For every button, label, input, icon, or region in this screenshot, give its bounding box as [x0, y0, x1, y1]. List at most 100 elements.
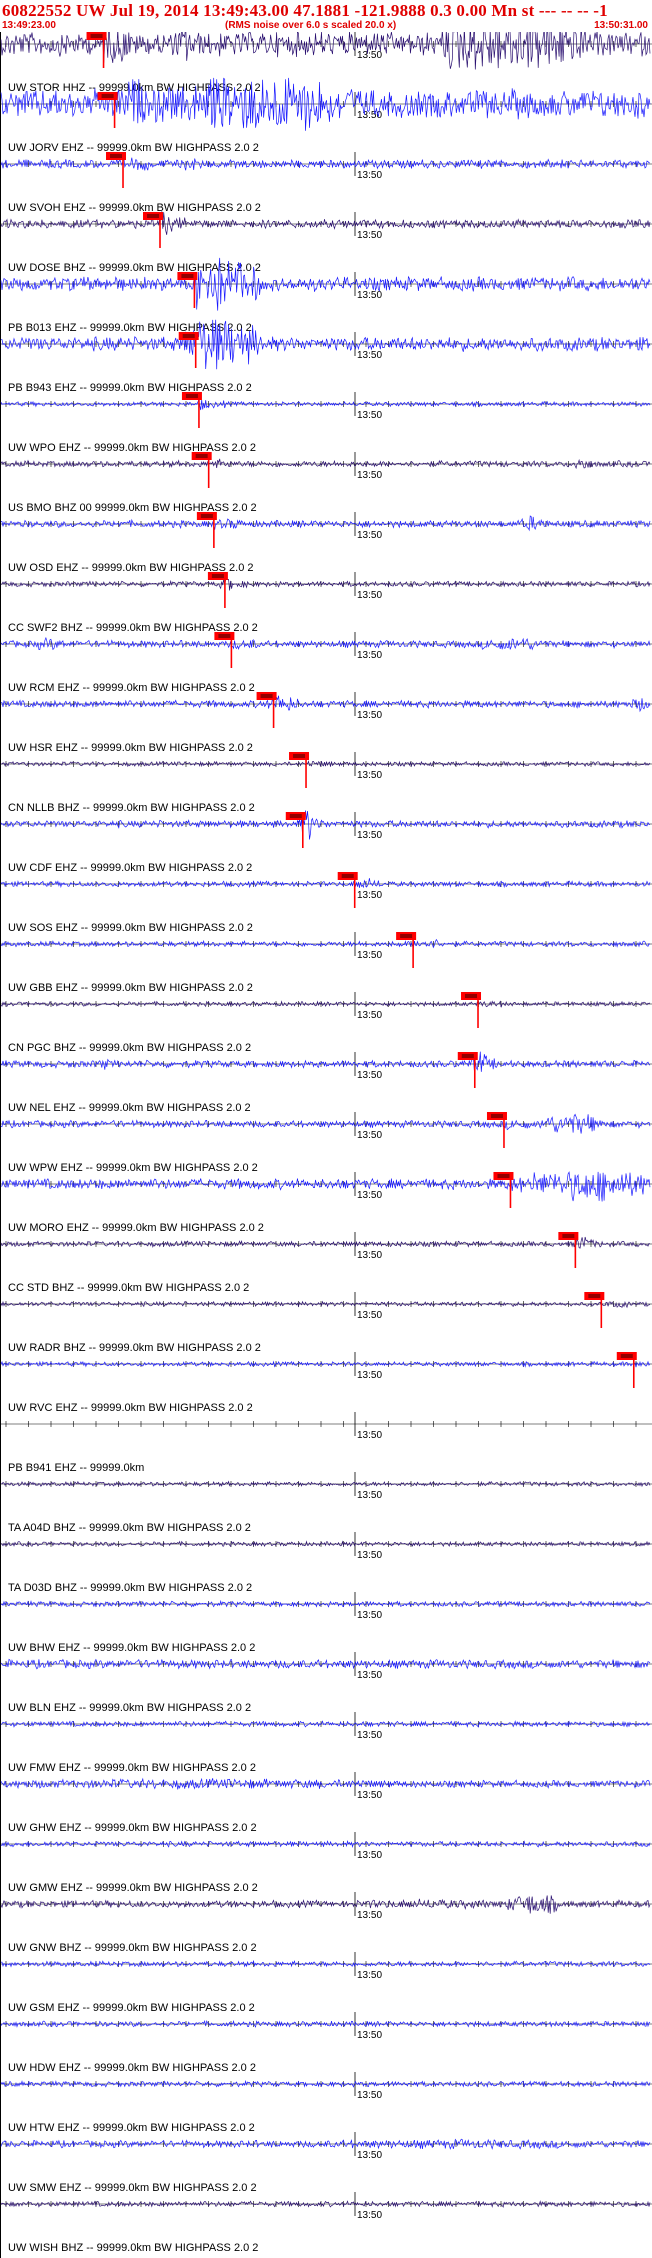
- pick-flag-text-mark: [620, 1354, 633, 1358]
- waveform: [0, 1300, 651, 1309]
- station-label: UW NEL EHZ -- 99999.0km BW HIGHPASS 2.0 …: [8, 1102, 251, 1114]
- minute-label: 13:50: [357, 230, 382, 241]
- trace-row: 13:50 PB B941 EHZ -- 99999.0km: [0, 1412, 652, 1474]
- minute-label: 13:50: [357, 1010, 382, 1021]
- pick-flag-text-mark: [185, 394, 198, 398]
- waveform: [0, 578, 651, 591]
- waveform: [0, 399, 651, 411]
- station-label: CN NLLB BHZ -- 99999.0km BW HIGHPASS 2.0…: [8, 802, 255, 814]
- waveform: [0, 2200, 651, 2208]
- station-label: CN PGC BHZ -- 99999.0km BW HIGHPASS 2.0 …: [8, 1042, 251, 1054]
- trace-row: 13:50 UW GSM EHZ -- 99999.0km BW HIGHPASS…: [0, 1952, 652, 2014]
- waveform: [0, 760, 651, 768]
- pick-flag-text-mark: [195, 454, 208, 458]
- station-label: CC STD BHZ -- 99999.0km BW HIGHPASS 2.0 …: [8, 1282, 249, 1294]
- minute-label: 13:50: [357, 1310, 382, 1321]
- station-label: PB B943 EHZ -- 99999.0km BW HIGHPASS 2.0…: [8, 382, 252, 394]
- trace-row: 13:50 UW NEL EHZ -- 99999.0km BW HIGHPASS…: [0, 1051, 652, 1114]
- trace-row: 13:50 UW BHW EHZ -- 99999.0km BW HIGHPASS…: [0, 1592, 652, 1654]
- station-label: UW HSR EHZ -- 99999.0km BW HIGHPASS 2.0 …: [8, 742, 253, 754]
- minute-label: 13:50: [357, 2210, 382, 2221]
- trace-row: 13:50 UW BLN EHZ -- 99999.0km BW HIGHPASS…: [0, 1652, 652, 1714]
- minute-label: 13:50: [357, 470, 382, 481]
- trace-row: 13:50 UW GNW BHZ -- 99999.0km BW HIGHPASS…: [0, 1892, 652, 1954]
- minute-label: 13:50: [357, 590, 382, 601]
- pick-flag-text-mark: [289, 814, 302, 818]
- minute-label: 13:50: [357, 1910, 382, 1921]
- minute-label: 13:50: [357, 1790, 382, 1801]
- station-label: PB B013 EHZ -- 99999.0km BW HIGHPASS 2.0…: [8, 322, 252, 334]
- pick-flag-text-mark: [461, 1054, 474, 1058]
- waveform: [0, 1959, 651, 1968]
- minute-label: 13:50: [357, 1370, 382, 1381]
- minute-label: 13:50: [357, 1190, 382, 1201]
- trace-row: 13:50 UW WPW EHZ -- 99999.0km BW HIGHPASS…: [0, 1112, 652, 1174]
- pick-flag-text-mark: [260, 694, 273, 698]
- station-label: PB B941 EHZ -- 99999.0km: [8, 1462, 144, 1474]
- trace-row: 13:50 UW FMW EHZ -- 99999.0km BW HIGHPASS…: [0, 1712, 652, 1774]
- trace-row: 13:50 TA A04D BHZ -- 99999.0km BW HIGHPAS…: [0, 1472, 652, 1534]
- minute-label: 13:50: [357, 1070, 382, 1081]
- trace-row: 13:50 UW HDW EHZ -- 99999.0km BW HIGHPASS…: [0, 2012, 652, 2074]
- minute-label: 13:50: [357, 2030, 382, 2041]
- trace-row: 13:50 UW RVC EHZ -- 99999.0km BW HIGHPASS…: [0, 1352, 652, 1414]
- waveform: [0, 695, 651, 713]
- trace-row: 13:50 UW DOSE BHZ -- 99999.0km BW HIGHPAS…: [0, 211, 652, 274]
- pick-flag-text-mark: [465, 994, 478, 998]
- trace-row: 13:50 UW RCM EHZ -- 99999.0km BW HIGHPASS…: [0, 632, 652, 694]
- station-label: TA A04D BHZ -- 99999.0km BW HIGHPASS 2.0…: [8, 1522, 251, 1534]
- minute-label: 13:50: [357, 1730, 382, 1741]
- station-label: UW HTW EHZ -- 99999.0km BW HIGHPASS 2.0 …: [8, 2122, 255, 2134]
- pick-flag-text-mark: [400, 934, 413, 938]
- waveform: [0, 1000, 651, 1008]
- event-title: 60822552 UW Jul 19, 2014 13:49:43.00 47.…: [2, 1, 608, 20]
- minute-label: 13:50: [357, 1250, 382, 1261]
- minute-label: 13:50: [357, 770, 382, 781]
- waveform: [0, 2138, 651, 2150]
- waveform: [0, 1839, 651, 1849]
- waveform: [0, 1599, 651, 1608]
- trace-row: 13:50 UW SOS EHZ -- 99999.0km BW HIGHPASS…: [0, 872, 652, 934]
- pick-flag-text-mark: [182, 334, 195, 338]
- minute-label: 13:50: [357, 110, 382, 121]
- minute-label: 13:50: [357, 650, 382, 661]
- station-label: TA D03D BHZ -- 99999.0km BW HIGHPASS 2.0…: [8, 1582, 252, 1594]
- trace-row: 13:50 UW GHW EHZ -- 99999.0km BW HIGHPASS…: [0, 1772, 652, 1834]
- waveform: [0, 1720, 651, 1728]
- minute-label: 13:50: [357, 1670, 382, 1681]
- trace-row: 13:50 PB B943 EHZ -- 99999.0km BW HIGHPAS…: [0, 319, 652, 394]
- minute-label: 13:50: [357, 2150, 382, 2161]
- station-label: UW WPW EHZ -- 99999.0km BW HIGHPASS 2.0 …: [8, 1162, 258, 1174]
- minute-label: 13:50: [357, 50, 382, 61]
- minute-label: 13:50: [357, 1970, 382, 1981]
- minute-label: 13:50: [357, 170, 382, 181]
- waveform: [0, 1895, 651, 1914]
- station-label: UW MORO EHZ -- 99999.0km BW HIGHPASS 2.0…: [8, 1222, 264, 1234]
- trace-row: 13:50 PB B013 EHZ -- 99999.0km BW HIGHPAS…: [0, 257, 652, 334]
- waveform: [0, 878, 651, 889]
- pick-flag-text-mark: [110, 154, 123, 158]
- waveform: [0, 2019, 651, 2028]
- pick-flag-text-mark: [490, 1114, 503, 1118]
- trace-row: 13:50 UW HSR EHZ -- 99999.0km BW HIGHPASS…: [0, 692, 652, 754]
- pick-flag-text-mark: [181, 274, 194, 278]
- trace-row: 13:50 UW MORO EHZ -- 99999.0km BW HIGHPAS…: [0, 1171, 652, 1234]
- pick-flag-text-mark: [293, 754, 306, 758]
- minute-label: 13:50: [357, 1550, 382, 1561]
- station-label: UW GNW BHZ -- 99999.0km BW HIGHPASS 2.0 …: [8, 1942, 257, 1954]
- waveform: [0, 32, 651, 70]
- minute-label: 13:50: [357, 1610, 382, 1621]
- station-label: UW WPO EHZ -- 99999.0km BW HIGHPASS 2.0 …: [8, 442, 256, 454]
- waveform: [0, 810, 651, 840]
- trace-row: 13:50 UW CDF EHZ -- 99999.0km BW HIGHPASS…: [0, 810, 652, 874]
- end-time-label: 13:50:31.00: [594, 20, 648, 31]
- pick-flag-text-mark: [341, 874, 354, 878]
- minute-label: 13:50: [357, 410, 382, 421]
- rms-note: (RMS noise over 6.0 s scaled 20.0 x): [225, 20, 397, 31]
- trace-row: 13:50 UW OSD EHZ -- 99999.0km BW HIGHPASS…: [0, 512, 652, 574]
- minute-label: 13:50: [357, 2090, 382, 2101]
- minute-label: 13:50: [357, 1430, 382, 1441]
- pick-flag-text-mark: [200, 514, 213, 518]
- station-label: UW SOS EHZ -- 99999.0km BW HIGHPASS 2.0 …: [8, 922, 253, 934]
